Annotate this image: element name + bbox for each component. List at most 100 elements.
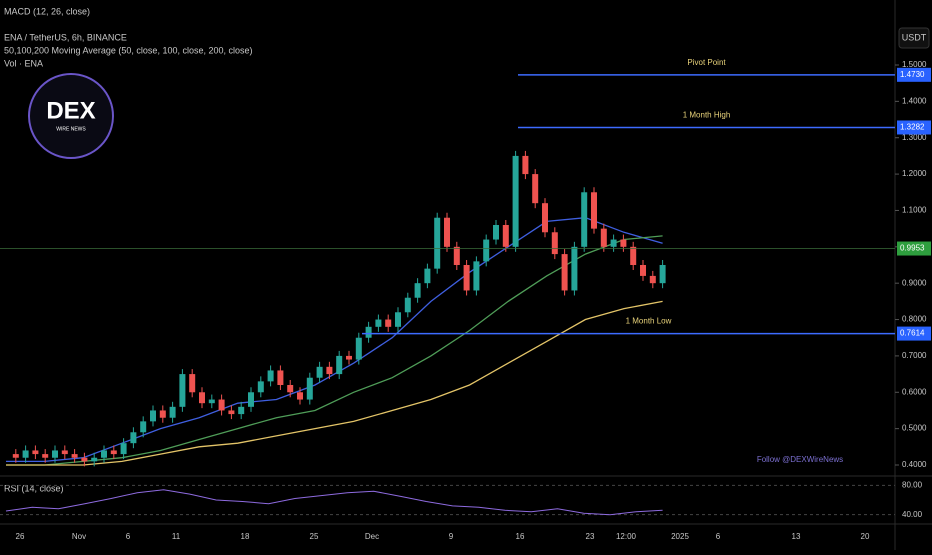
candle [316,366,323,378]
level-value: 0.7614 [900,329,925,338]
x-tick-label: 12:00 [616,532,637,541]
candle [483,239,490,262]
candle [630,246,637,265]
candle [395,312,401,327]
candle [159,410,166,418]
level-tag [897,326,931,341]
candle [208,399,215,404]
candle [297,392,303,400]
candle [640,265,646,276]
candle [551,232,558,255]
y-tick-label: 0.8000 [902,315,927,324]
logo-title: DEX [46,97,95,124]
level-tag [897,67,931,82]
candle [561,254,568,291]
candle [375,319,382,327]
candle [32,450,39,455]
currency-box[interactable] [898,27,930,49]
candle [522,155,529,175]
candle [110,450,117,455]
candle [542,203,548,233]
level-value: 1.4730 [900,70,925,79]
candle [414,283,421,298]
moving-average [6,300,663,466]
candle [600,228,607,247]
x-tick-label: 26 [16,532,25,541]
logo-subtitle: WIRE NEWS [56,126,86,132]
x-tick-label: 25 [310,532,319,541]
follow-text: Follow @DEXWireNews [757,455,843,464]
candle [620,239,627,247]
moving-average [6,217,663,463]
candle [659,265,666,284]
y-tick-label: 0.7000 [902,351,927,360]
y-tick-label: 1.2000 [902,169,927,178]
candle [532,174,539,204]
candle [130,432,137,444]
candle [257,381,264,393]
candle [493,225,499,240]
y-tick-label: 0.9000 [902,278,927,287]
indicator-label: 50,100,200 Moving Average (50, close, 10… [4,45,253,55]
last-price: 0.9953 [900,244,925,253]
y-tick-label: 0.6000 [902,387,927,396]
candle [218,399,225,411]
x-tick-label: 2025 [671,532,689,541]
candle [238,406,245,415]
rsi-line [5,489,663,516]
candle [91,457,98,462]
candle [502,225,509,247]
rsi-tick-label: 80.00 [902,480,923,489]
candle [267,370,274,382]
x-tick-label: 11 [172,532,181,541]
candle [228,410,235,415]
candle [434,217,441,269]
candle [22,450,29,458]
x-tick-label: 6 [716,532,721,541]
candle [365,326,372,338]
y-tick-label: 1.5000 [902,60,927,69]
y-tick-label: 1.4000 [902,96,927,105]
candle [81,457,88,462]
y-tick-label: 0.5000 [902,424,927,433]
candle [71,454,78,458]
candle [169,406,176,418]
candle [12,454,19,458]
level-name: 1 Month Low [626,317,672,326]
candle [385,319,392,327]
x-tick-label: 16 [516,532,525,541]
candle [248,392,254,407]
candle [473,261,480,291]
indicator-label: Vol · ENA [4,58,43,68]
candle [649,275,656,284]
x-tick-label: 13 [792,532,801,541]
y-tick-label: 1.1000 [902,206,927,215]
candle [42,454,49,458]
x-tick-label: Dec [365,532,379,541]
candle [101,450,107,458]
candle [512,155,519,247]
indicator-label: ENA / TetherUS, 6h, BINANCE [4,32,127,42]
candle [199,392,205,404]
x-tick-label: 6 [126,532,131,541]
level-value: 1.3282 [900,123,925,132]
candle [453,246,460,265]
rsi-tick-label: 40.00 [902,510,923,519]
x-tick-label: Nov [72,532,86,541]
moving-average [6,235,663,466]
candle [61,450,68,455]
candle [120,443,127,455]
candle [346,355,352,360]
candle [277,370,284,385]
candle [610,239,617,247]
y-tick-label: 1.3000 [902,133,927,142]
candle [444,217,450,247]
candle [52,450,58,458]
candle [463,265,470,291]
rsi-label: RSI (14, close) [4,483,64,493]
indicator-label: MACD (12, 26, close) [4,6,90,16]
candle [404,297,411,313]
candle [150,410,156,422]
candle [591,192,597,229]
